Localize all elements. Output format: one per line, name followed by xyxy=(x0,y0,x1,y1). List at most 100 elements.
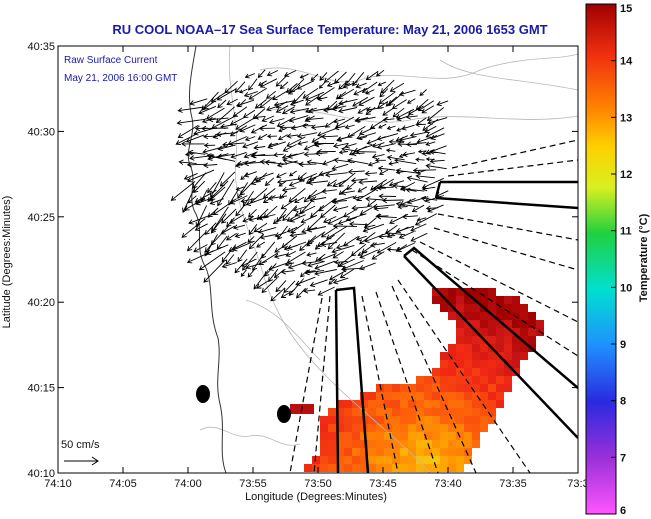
current-vector xyxy=(231,240,255,252)
sst-cell xyxy=(368,416,376,424)
current-vector xyxy=(234,258,248,274)
sst-cell xyxy=(440,440,448,448)
current-vector xyxy=(425,163,447,170)
sst-cell xyxy=(448,352,456,360)
current-vector xyxy=(298,173,318,182)
current-vector xyxy=(338,80,349,90)
sst-cell xyxy=(480,408,488,416)
x-tick-label: 73:35 xyxy=(499,478,527,490)
sst-cell xyxy=(520,320,528,328)
sst-cell xyxy=(464,448,472,456)
sst-cell xyxy=(368,440,376,448)
current-vector xyxy=(177,106,205,113)
sst-cell xyxy=(456,368,464,376)
sst-cell xyxy=(384,408,392,416)
current-vector xyxy=(317,286,335,296)
current-vector xyxy=(327,232,346,250)
current-vector xyxy=(375,69,385,77)
current-vector xyxy=(301,226,318,234)
sst-cell xyxy=(312,464,320,472)
current-vector xyxy=(305,91,324,102)
current-vector xyxy=(247,208,257,218)
current-vector xyxy=(415,173,435,179)
current-vector xyxy=(338,258,355,268)
sst-cell xyxy=(344,400,352,408)
current-vector xyxy=(295,276,316,286)
current-vector xyxy=(266,90,277,99)
sst-cell xyxy=(432,376,440,384)
sst-cell xyxy=(408,416,416,424)
sst-cell xyxy=(344,408,352,416)
sst-cell xyxy=(496,360,504,368)
current-vector xyxy=(410,223,427,232)
sst-cell xyxy=(464,408,472,416)
current-vector xyxy=(229,195,248,205)
current-vector xyxy=(282,106,296,115)
sst-cell xyxy=(480,288,488,296)
current-vector xyxy=(309,279,328,288)
current-vector xyxy=(398,231,414,239)
current-vector xyxy=(358,179,378,185)
current-vector xyxy=(198,251,226,271)
sst-cell xyxy=(480,384,488,392)
current-vector xyxy=(405,114,418,120)
current-vector xyxy=(378,233,396,240)
current-vector xyxy=(424,195,445,203)
sst-cell xyxy=(408,432,416,440)
current-vector xyxy=(382,116,395,123)
sst-cell xyxy=(368,448,376,456)
current-vector xyxy=(365,106,384,113)
sst-cell xyxy=(440,400,448,408)
current-vector xyxy=(356,189,375,201)
current-vector xyxy=(369,116,389,129)
current-vector xyxy=(345,213,367,222)
current-vector xyxy=(203,162,218,169)
sst-cell xyxy=(432,448,440,456)
sst-cell xyxy=(440,384,448,392)
sst-cell xyxy=(528,312,536,320)
current-vector xyxy=(346,181,357,190)
current-vector xyxy=(352,96,369,107)
current-vector xyxy=(186,169,215,183)
vector-legend-title: Raw Surface Current xyxy=(64,55,158,66)
sst-cell xyxy=(432,408,440,416)
current-vector xyxy=(270,287,286,302)
current-vector xyxy=(226,98,238,106)
current-vector xyxy=(385,148,396,153)
sst-cell xyxy=(464,416,472,424)
current-vector xyxy=(354,116,376,124)
current-vector xyxy=(220,123,238,130)
sst-cell xyxy=(320,456,328,464)
sst-cell xyxy=(448,464,456,472)
current-vector xyxy=(334,125,346,131)
current-vector xyxy=(325,172,348,178)
sst-cell xyxy=(368,408,376,416)
colorbar-tick-label: 14 xyxy=(620,56,633,68)
current-vector xyxy=(386,154,405,161)
current-vector xyxy=(406,196,429,205)
current-vector xyxy=(287,88,299,95)
current-vector xyxy=(322,159,336,166)
sst-cell xyxy=(432,392,440,400)
current-vector xyxy=(300,269,309,278)
current-vector xyxy=(317,127,338,137)
sst-cell xyxy=(352,456,360,464)
sst-cell xyxy=(352,440,360,448)
sst-cell xyxy=(448,432,456,440)
sst-cell xyxy=(392,424,400,432)
current-vector xyxy=(244,73,255,79)
sst-cell xyxy=(328,408,336,416)
current-vector xyxy=(290,223,305,234)
current-vector xyxy=(376,133,399,141)
current-vector xyxy=(386,247,397,252)
current-vector xyxy=(216,88,237,101)
sst-cell xyxy=(408,456,416,464)
current-vector xyxy=(259,159,276,165)
sst-cell xyxy=(384,432,392,440)
sst-cell xyxy=(384,416,392,424)
sst-cell xyxy=(480,392,488,400)
sst-cell xyxy=(416,448,424,456)
current-vector xyxy=(248,215,268,222)
sst-cell xyxy=(336,464,344,472)
sst-cell xyxy=(464,376,472,384)
